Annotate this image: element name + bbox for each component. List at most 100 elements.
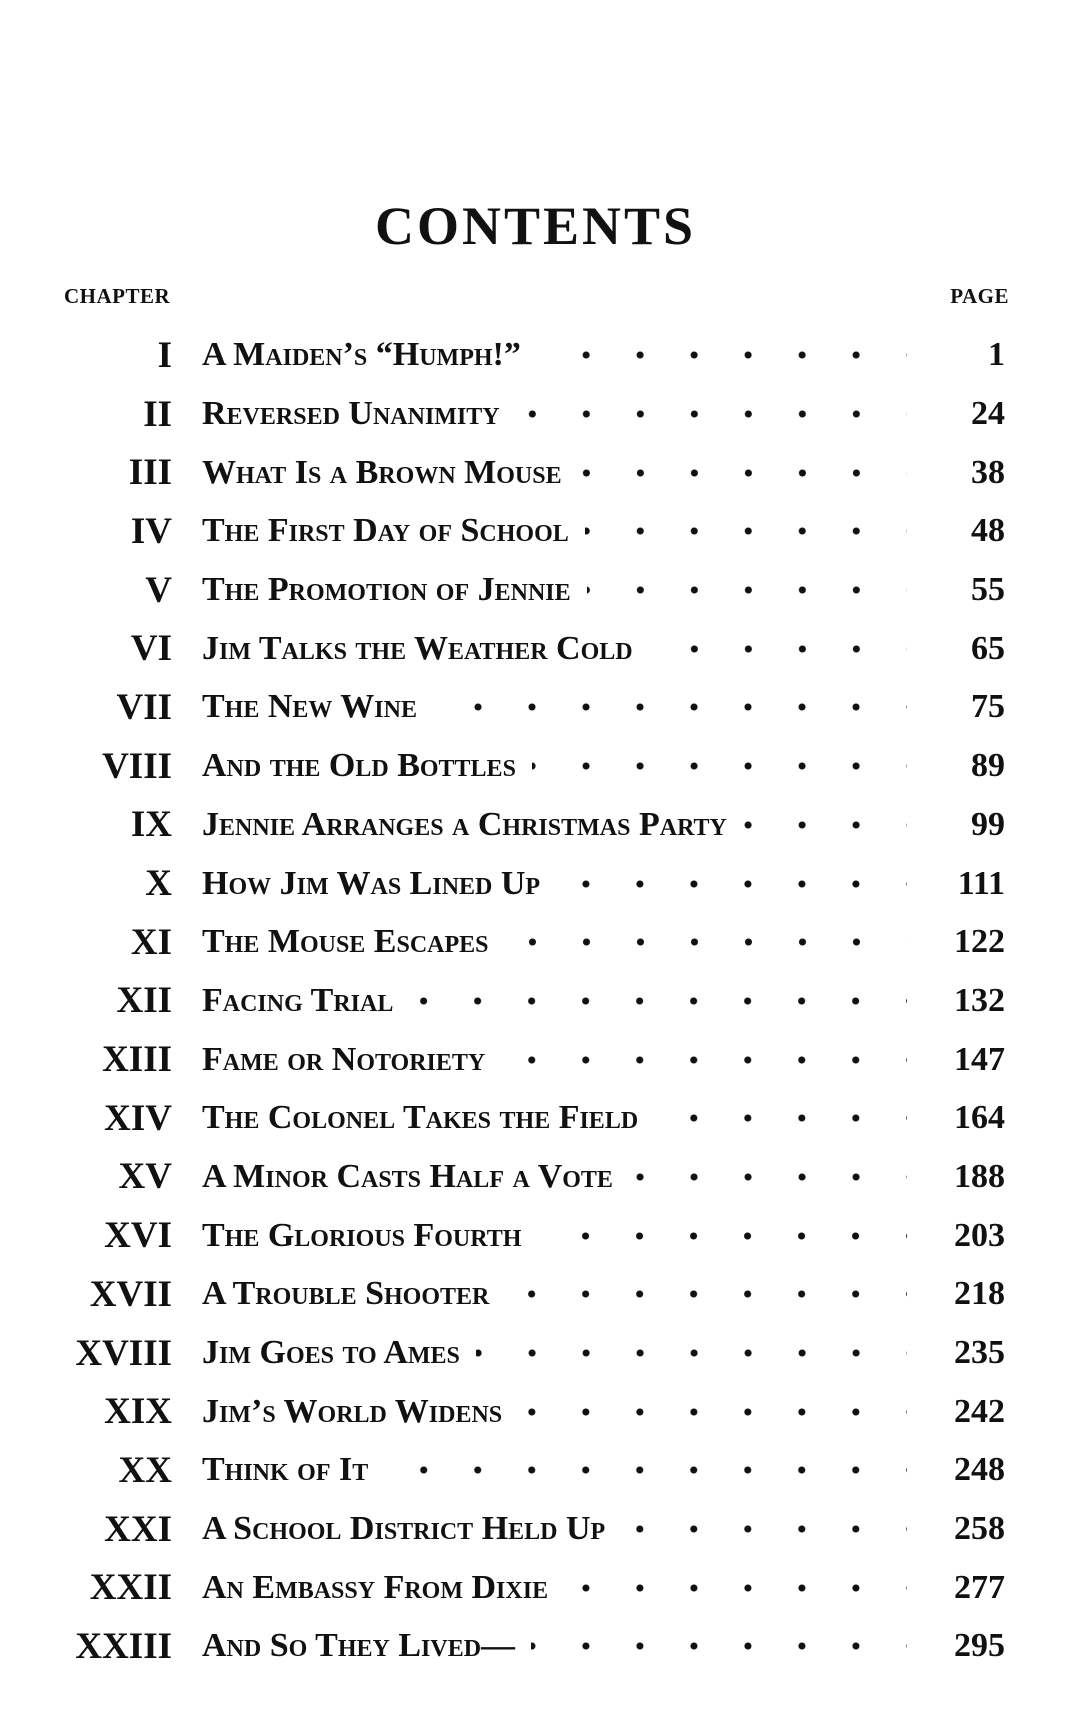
page-number: 258 — [954, 1510, 1005, 1548]
chapter-number: I — [157, 334, 172, 376]
dot-leader — [432, 701, 907, 714]
contents-entry: XV A Minor Casts Half a Vote 188 — [0, 1148, 1071, 1207]
dot-leader — [577, 466, 907, 479]
contents-entry: VII The New Wine 75 — [0, 678, 1071, 737]
entry-line: The Promotion of Jennie 55 — [202, 571, 1005, 609]
dot-leader — [531, 760, 907, 773]
entry-line: A School District Held Up 258 — [202, 1510, 1005, 1548]
entry-line: How Jim Was Lined Up 111 — [202, 865, 1005, 903]
chapter-number: XIV — [104, 1097, 172, 1139]
entry-line: The Glorious Fourth 203 — [202, 1217, 1005, 1255]
chapter-number: XV — [118, 1156, 172, 1198]
contents-entry: XVII A Trouble Shooter 218 — [0, 1265, 1071, 1324]
dot-leader — [648, 642, 907, 655]
chapter-title: An Embassy From Dixie — [202, 1568, 549, 1606]
dot-leader — [501, 1053, 907, 1066]
chapter-number: VI — [130, 628, 172, 670]
dot-leader — [586, 584, 907, 597]
page-number: 188 — [954, 1157, 1005, 1195]
entry-line: Reversed Unanimity 24 — [202, 395, 1005, 433]
chapter-title: A Trouble Shooter — [202, 1275, 490, 1313]
page-number: 147 — [954, 1040, 1005, 1078]
dot-leader — [621, 1523, 907, 1536]
contents-entry: XII Facing Trial 132 — [0, 972, 1071, 1031]
entry-line: Jennie Arranges a Christmas Party 99 — [202, 806, 1005, 844]
dot-leader — [515, 408, 907, 421]
contents-entry: XX Think of It 248 — [0, 1441, 1071, 1500]
contents-entry: VIII And the Old Bottles 89 — [0, 737, 1071, 796]
contents-entry: VI Jim Talks the Weather Cold 65 — [0, 619, 1071, 678]
entry-line: Jim Goes to Ames 235 — [202, 1334, 1005, 1372]
page-column-header: PAGE — [950, 284, 1009, 308]
chapter-title: The New Wine — [202, 688, 417, 726]
page-number: 111 — [957, 864, 1005, 902]
chapter-title: The Promotion of Jennie — [202, 571, 571, 609]
chapter-number: XXII — [89, 1567, 172, 1609]
chapter-column-header: CHAPTER — [64, 284, 171, 308]
chapter-number: XVIII — [75, 1332, 172, 1374]
chapter-title: The Mouse Escapes — [202, 923, 489, 961]
chapter-title: Jim Talks the Weather Cold — [202, 629, 633, 667]
chapter-title: Fame or Notoriety — [202, 1040, 486, 1078]
entry-line: The Mouse Escapes 122 — [202, 923, 1005, 961]
page-number: 203 — [954, 1216, 1005, 1254]
entry-line: And the Old Bottles 89 — [202, 747, 1005, 785]
page-number: 99 — [971, 805, 1005, 843]
chapter-number: III — [128, 452, 172, 494]
chapter-title: The First Day of School — [202, 512, 569, 550]
entry-line: A Minor Casts Half a Vote 188 — [202, 1158, 1005, 1196]
chapter-number: XX — [118, 1449, 172, 1491]
entry-line: Jim’s World Widens 242 — [202, 1393, 1005, 1431]
page-number: 122 — [954, 923, 1005, 961]
contents-entry: XXII An Embassy From Dixie 277 — [0, 1558, 1071, 1617]
chapter-title: What Is a Brown Mouse — [202, 453, 562, 491]
contents-entry: XIII Fame or Notoriety 147 — [0, 1030, 1071, 1089]
contents-entry: IV The First Day of School 48 — [0, 502, 1071, 561]
entry-line: Facing Trial 132 — [202, 982, 1005, 1020]
contents-entry: XXIII And So They Lived— 295 — [0, 1617, 1071, 1676]
chapter-title: The Colonel Takes the Field — [202, 1099, 639, 1137]
chapter-title: Think of It — [202, 1451, 369, 1489]
dot-leader — [505, 1288, 907, 1301]
chapter-number: VII — [116, 686, 172, 728]
dot-leader — [537, 1229, 907, 1242]
chapter-number: XIII — [102, 1039, 172, 1081]
page-number: 295 — [954, 1627, 1005, 1665]
page-number: 132 — [954, 981, 1005, 1019]
page-title: CONTENTS — [374, 196, 697, 256]
dot-leader — [475, 1347, 907, 1360]
contents-entry: XXI A School District Held Up 258 — [0, 1500, 1071, 1559]
dot-leader — [504, 936, 907, 949]
chapter-number: IX — [130, 804, 172, 846]
chapter-number: XI — [130, 921, 172, 963]
chapter-number: XVII — [89, 1273, 172, 1315]
entry-line: The Colonel Takes the Field 164 — [202, 1099, 1005, 1137]
dot-leader — [564, 1581, 907, 1594]
entry-line: The New Wine 75 — [202, 688, 1005, 726]
entry-line: Think of It 248 — [202, 1451, 1005, 1489]
entry-line: The First Day of School 48 — [202, 512, 1005, 550]
chapter-number: XII — [116, 980, 172, 1022]
page-number: 55 — [971, 571, 1005, 609]
chapter-title: And So They Lived— — [202, 1627, 516, 1665]
dot-leader — [556, 877, 907, 890]
chapter-title: How Jim Was Lined Up — [202, 864, 541, 902]
page-number: 24 — [971, 395, 1005, 433]
contents-entry: III What Is a Brown Mouse 38 — [0, 443, 1071, 502]
dot-leader — [742, 818, 907, 831]
chapter-title: Facing Trial — [202, 981, 394, 1019]
dot-leader — [584, 525, 907, 538]
page-number: 65 — [971, 629, 1005, 667]
page-number: 235 — [954, 1334, 1005, 1372]
chapter-number: X — [145, 863, 172, 905]
chapter-number: V — [145, 569, 172, 611]
contents-list: I A Maiden’s “Humph!” 1 II Reversed Unanimit… — [0, 326, 1071, 1676]
chapter-title: A School District Held Up — [202, 1510, 606, 1548]
contents-entry: XIV The Colonel Takes the Field 164 — [0, 1089, 1071, 1148]
page-number: 89 — [971, 747, 1005, 785]
contents-entry: I A Maiden’s “Humph!” 1 — [0, 326, 1071, 385]
chapter-title: Jim’s World Widens — [202, 1392, 503, 1430]
entry-line: Jim Talks the Weather Cold 65 — [202, 630, 1005, 668]
chapter-title: A Minor Casts Half a Vote — [202, 1157, 613, 1195]
entry-line: A Maiden’s “Humph!” 1 — [202, 336, 1005, 374]
